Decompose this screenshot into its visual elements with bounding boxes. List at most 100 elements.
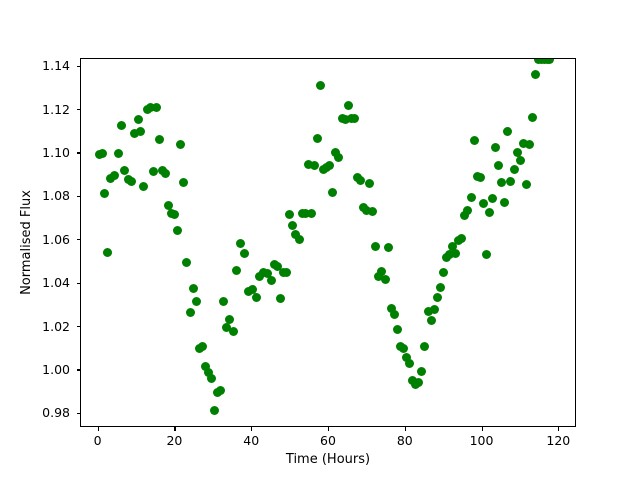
scatter-point <box>219 296 229 306</box>
scatter-points-layer <box>81 59 575 426</box>
scatter-point <box>527 113 537 123</box>
y-tick <box>76 326 80 328</box>
scatter-point <box>524 139 534 149</box>
scatter-point <box>328 187 338 197</box>
scatter-point <box>117 121 127 131</box>
scatter-point <box>160 168 170 178</box>
x-tick-label: 100 <box>469 433 494 448</box>
scatter-point <box>383 242 393 252</box>
scatter-point <box>191 297 201 307</box>
scatter-point <box>120 165 130 175</box>
scatter-point <box>240 248 250 258</box>
y-tick <box>76 109 80 111</box>
scatter-point <box>285 209 295 219</box>
scatter-point <box>306 209 316 219</box>
scatter-point <box>210 406 220 416</box>
x-axis-label: Time (Hours) <box>285 452 371 467</box>
scatter-point <box>494 161 504 171</box>
scatter-point <box>114 149 124 159</box>
scatter-point <box>276 294 286 304</box>
y-tick-label: 1.04 <box>42 275 70 291</box>
scatter-point <box>148 167 158 177</box>
scatter-point <box>488 194 498 204</box>
x-tick-label: 120 <box>546 433 571 448</box>
scatter-point <box>423 306 433 316</box>
scatter-point <box>222 322 232 332</box>
scatter-point <box>207 374 217 384</box>
x-tick <box>558 427 560 431</box>
scatter-point <box>481 249 491 259</box>
scatter-point <box>475 173 485 183</box>
x-tick-label: 20 <box>166 433 183 448</box>
scatter-point <box>362 205 372 215</box>
scatter-point <box>331 147 341 157</box>
scatter-point <box>377 266 387 276</box>
scatter-point <box>448 241 458 251</box>
scatter-point <box>355 176 365 186</box>
scatter-point <box>273 262 283 272</box>
scatter-point <box>371 242 381 252</box>
y-tick <box>76 195 80 197</box>
scatter-point <box>374 271 384 281</box>
scatter-point <box>216 385 226 395</box>
scatter-point <box>478 198 488 208</box>
scatter-point <box>282 267 292 277</box>
scatter-point <box>312 133 322 143</box>
scatter-point <box>232 266 242 276</box>
scatter-point <box>266 276 276 286</box>
x-tick-label: 80 <box>396 433 413 448</box>
scatter-point <box>236 239 246 249</box>
scatter-point <box>100 188 110 198</box>
x-tick-label: 60 <box>320 433 336 448</box>
y-tick <box>76 152 80 154</box>
scatter-point <box>103 247 113 257</box>
scatter-point <box>303 159 313 169</box>
y-tick <box>76 369 80 371</box>
scatter-point <box>288 220 298 230</box>
plot-axes-frame <box>80 58 576 427</box>
scatter-point <box>429 304 439 314</box>
scatter-point <box>127 176 137 186</box>
scatter-point <box>197 342 207 352</box>
scatter-point <box>512 147 522 157</box>
scatter-point <box>325 161 335 171</box>
y-tick-label: 1.08 <box>42 188 70 204</box>
scatter-point <box>173 225 183 235</box>
scatter-point <box>200 362 210 372</box>
scatter-point <box>309 161 319 171</box>
scatter-point <box>170 209 180 219</box>
y-tick-label: 1.00 <box>42 361 70 377</box>
scatter-point <box>466 192 476 202</box>
scatter-point <box>402 353 412 363</box>
scatter-point <box>130 128 140 138</box>
y-tick <box>76 65 80 67</box>
scatter-point <box>445 250 455 260</box>
scatter-point <box>521 179 531 189</box>
scatter-point <box>291 229 301 239</box>
scatter-point <box>451 248 461 258</box>
x-tick <box>251 427 253 431</box>
scatter-point <box>503 126 513 136</box>
scatter-point <box>435 282 445 292</box>
y-tick-label: 1.06 <box>42 231 70 247</box>
scatter-point <box>420 341 430 351</box>
x-tick <box>97 427 99 431</box>
scatter-point <box>349 114 359 124</box>
scatter-point <box>365 178 375 188</box>
scatter-point <box>228 326 238 336</box>
scatter-point <box>203 368 213 378</box>
scatter-point <box>463 205 473 215</box>
scatter-point <box>151 103 161 113</box>
scatter-point <box>182 258 192 268</box>
scatter-point <box>251 292 261 302</box>
scatter-point <box>392 325 402 335</box>
scatter-point <box>136 126 146 136</box>
x-tick-label: 0 <box>93 433 102 448</box>
scatter-point <box>509 165 519 175</box>
scatter-point <box>460 210 470 220</box>
scatter-point <box>300 209 310 219</box>
scatter-point <box>97 149 107 159</box>
scatter-point <box>164 200 174 210</box>
scatter-point <box>432 293 442 303</box>
scatter-point <box>389 310 399 320</box>
